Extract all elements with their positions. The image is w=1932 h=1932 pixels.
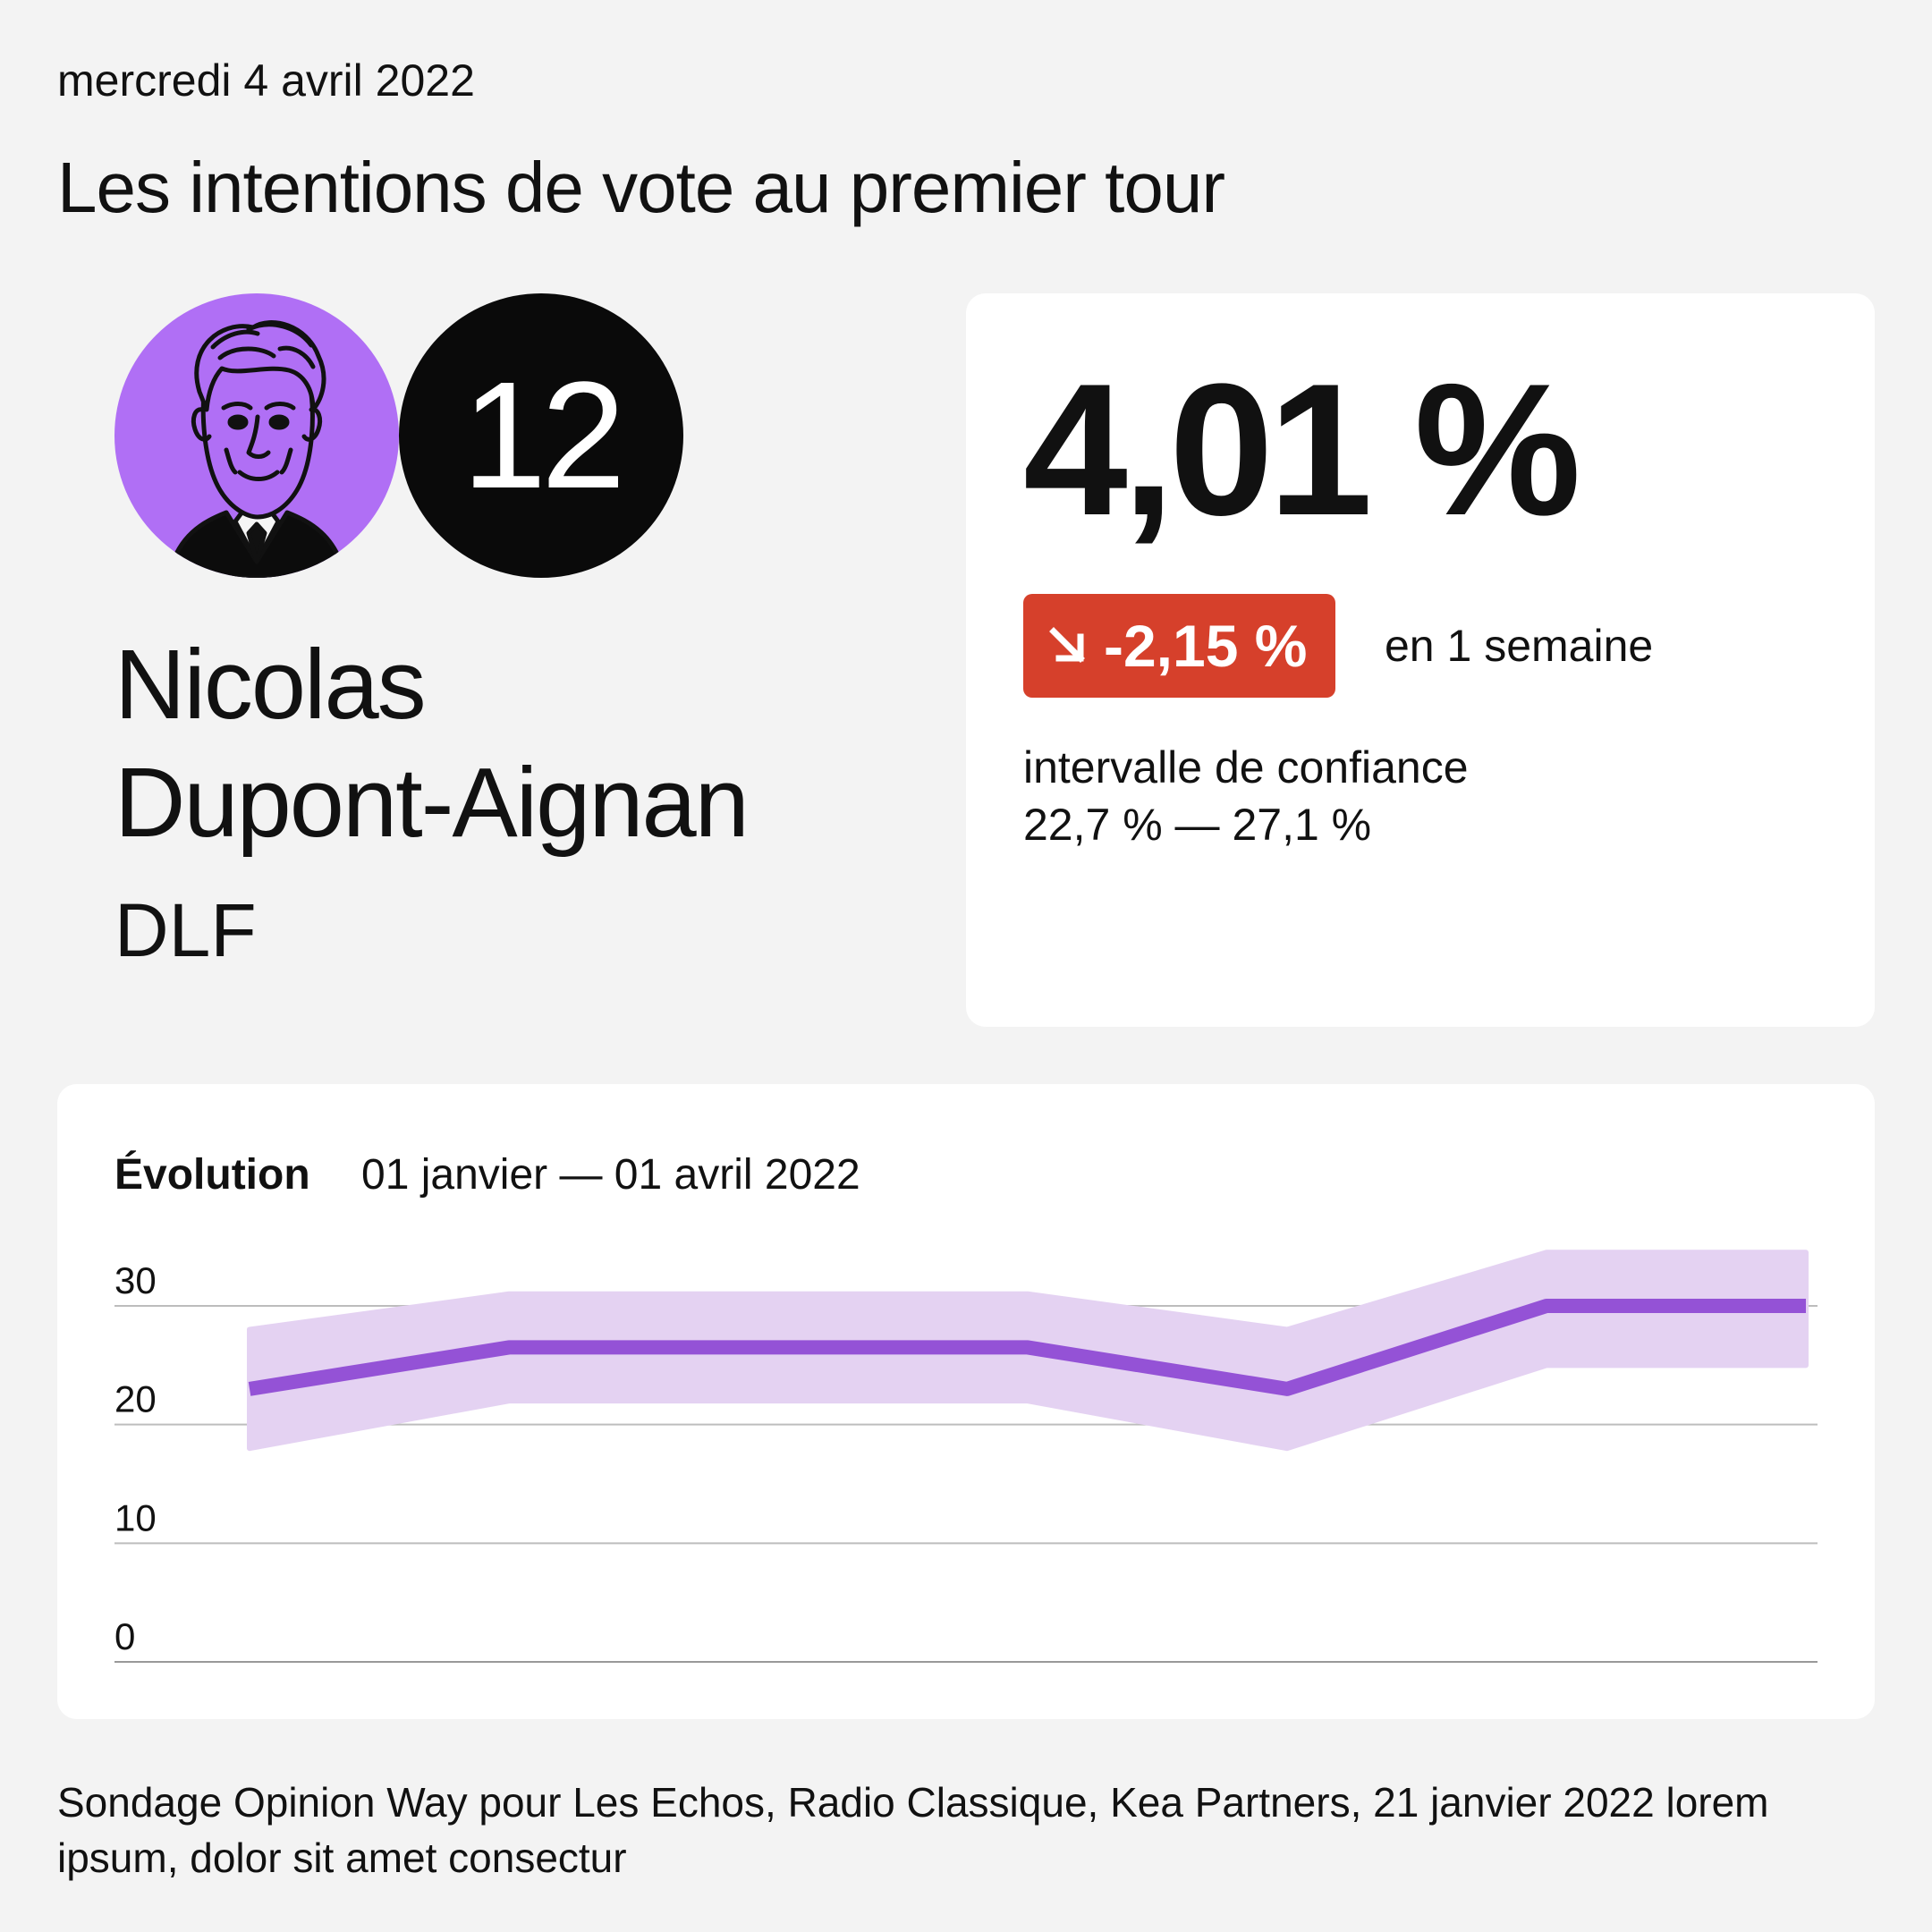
candidate-name-last: Dupont-Aignan — [114, 748, 750, 858]
arrow-down-right-icon — [1049, 627, 1085, 663]
confidence-interval-label: intervalle de confiance — [1023, 742, 1469, 792]
delta-value: -2,15 % — [1104, 613, 1308, 679]
chart-date-range: 01 janvier — 01 avril 2022 — [361, 1151, 860, 1199]
vote-share-value: 4,01 % — [1023, 344, 1581, 555]
delta-badge: -2,15 % — [1023, 594, 1336, 698]
y-tick-label: 30 — [114, 1259, 157, 1301]
y-tick-label: 0 — [114, 1615, 135, 1657]
candidate-portrait-icon — [114, 293, 399, 578]
candidate-number-badge: 12 — [399, 293, 683, 578]
candidate-name-first: Nicolas — [114, 630, 427, 740]
stat-card: 4,01 % -2,15 % en 1 semaine intervalle d… — [966, 293, 1875, 1027]
chart-title: Évolution — [114, 1151, 310, 1199]
delta-caption: en 1 semaine — [1385, 621, 1654, 671]
y-tick-label: 20 — [114, 1378, 157, 1420]
series-line — [248, 1299, 1806, 1396]
confidence-interval-value: 22,7 % — 27,1 % — [1023, 800, 1372, 850]
candidate-name: Nicolas Dupont-Aignan — [114, 626, 919, 862]
page-title: Les intentions de vote au premier tour — [57, 148, 1225, 227]
evolution-chart: 0 10 20 30 — [114, 1250, 1818, 1663]
chart-card: Évolution 01 janvier — 01 avril 2022 0 10… — [57, 1084, 1875, 1719]
candidate-party: DLF — [114, 888, 257, 972]
date-label: mercredi 4 avril 2022 — [57, 55, 475, 106]
y-tick-label: 10 — [114, 1496, 157, 1538]
source-footnote: Sondage Opinion Way pour Les Echos, Radi… — [57, 1779, 1769, 1881]
